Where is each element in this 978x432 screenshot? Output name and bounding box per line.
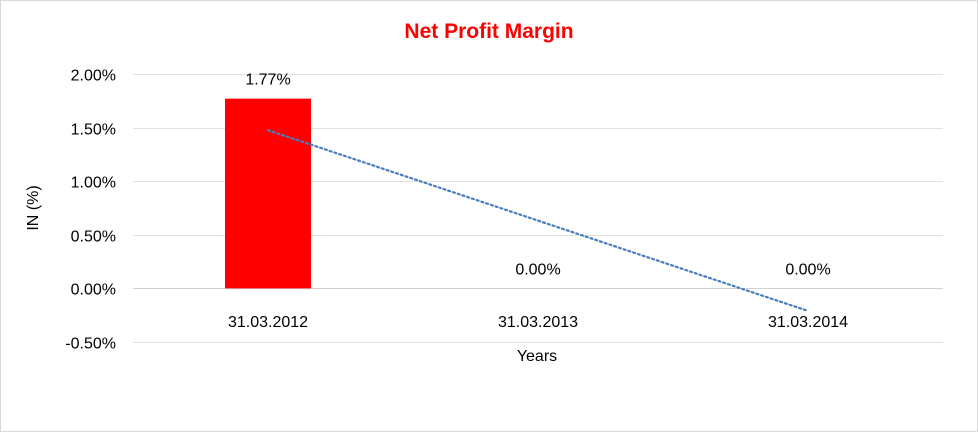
- x-axis-ticks: 31.03.2012 31.03.2013 31.03.2014: [228, 314, 848, 331]
- x-tick-label: 31.03.2012: [228, 314, 308, 331]
- data-label: 1.77%: [245, 72, 290, 89]
- y-axis-ticks: -0.50% 0.00% 0.50% 1.00% 1.50% 2.00%: [65, 68, 116, 353]
- bar: [225, 98, 311, 289]
- chart-title: Net Profit Margin: [404, 20, 573, 43]
- data-labels: 1.77% 0.00% 0.00%: [245, 72, 830, 279]
- x-tick-label: 31.03.2014: [768, 314, 848, 331]
- data-label: 0.00%: [515, 261, 560, 278]
- data-label: 0.00%: [785, 261, 830, 278]
- y-tick-label: 1.50%: [71, 122, 116, 139]
- trendline-group: [266, 129, 810, 313]
- x-axis-label: Years: [517, 348, 557, 365]
- y-tick-label: -0.50%: [65, 336, 116, 353]
- y-tick-label: 1.00%: [71, 175, 116, 192]
- x-tick-label: 31.03.2013: [498, 314, 578, 331]
- trendline: [266, 129, 810, 313]
- bars: [225, 98, 311, 289]
- y-axis-label: IN (%): [25, 185, 42, 230]
- y-tick-label: 0.50%: [71, 229, 116, 246]
- y-tick-label: 0.00%: [71, 282, 116, 299]
- y-tick-label: 2.00%: [71, 68, 116, 85]
